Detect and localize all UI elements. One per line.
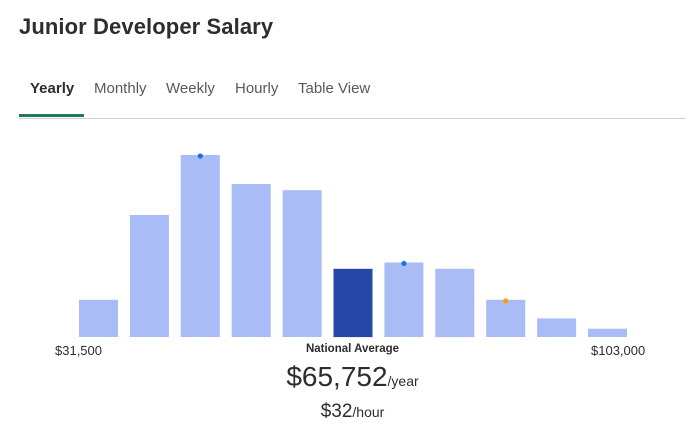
salary-bar[interactable] [129, 215, 169, 337]
salary-bar[interactable] [231, 184, 271, 337]
orange-marker-dot [503, 298, 509, 304]
salary-distribution-chart [79, 153, 627, 338]
active-tab-indicator [19, 114, 84, 117]
salary-bar[interactable] [282, 190, 322, 337]
tab-yearly[interactable]: Yearly [30, 80, 75, 97]
blue-marker-dot [197, 153, 203, 159]
tab-weekly[interactable]: Weekly [166, 80, 215, 97]
national-average-bar[interactable] [333, 268, 373, 338]
average-salary-unit: /year [387, 373, 419, 389]
tab-monthly[interactable]: Monthly [94, 80, 147, 97]
tab-table-view[interactable]: Table View [298, 80, 371, 97]
hourly-rate-value: $32 [320, 401, 353, 422]
salary-bar[interactable] [384, 262, 424, 338]
national-average-caption: National Average [305, 343, 400, 355]
hourly-rate-unit: /hour [352, 404, 385, 420]
blue-marker-dot [401, 260, 407, 267]
salary-bar[interactable] [79, 299, 118, 337]
average-salary: $65,752/year [0, 361, 700, 393]
salary-bar[interactable] [180, 155, 220, 337]
salary-bar[interactable] [537, 318, 577, 337]
hourly-rate: $32/hour [0, 401, 700, 423]
min-salary-label: $31,500 [55, 343, 102, 358]
average-salary-value: $65,752 [286, 361, 388, 392]
salary-bar[interactable] [486, 299, 526, 337]
tab-hourly[interactable]: Hourly [235, 80, 279, 97]
max-salary-label: $103,000 [591, 343, 646, 358]
salary-bar[interactable] [435, 268, 475, 338]
salary-bar[interactable] [588, 328, 627, 337]
pay-period-tabs: Yearly Monthly Weekly Hourly Table View [19, 68, 686, 119]
page-title: Junior Developer Salary [19, 14, 274, 39]
